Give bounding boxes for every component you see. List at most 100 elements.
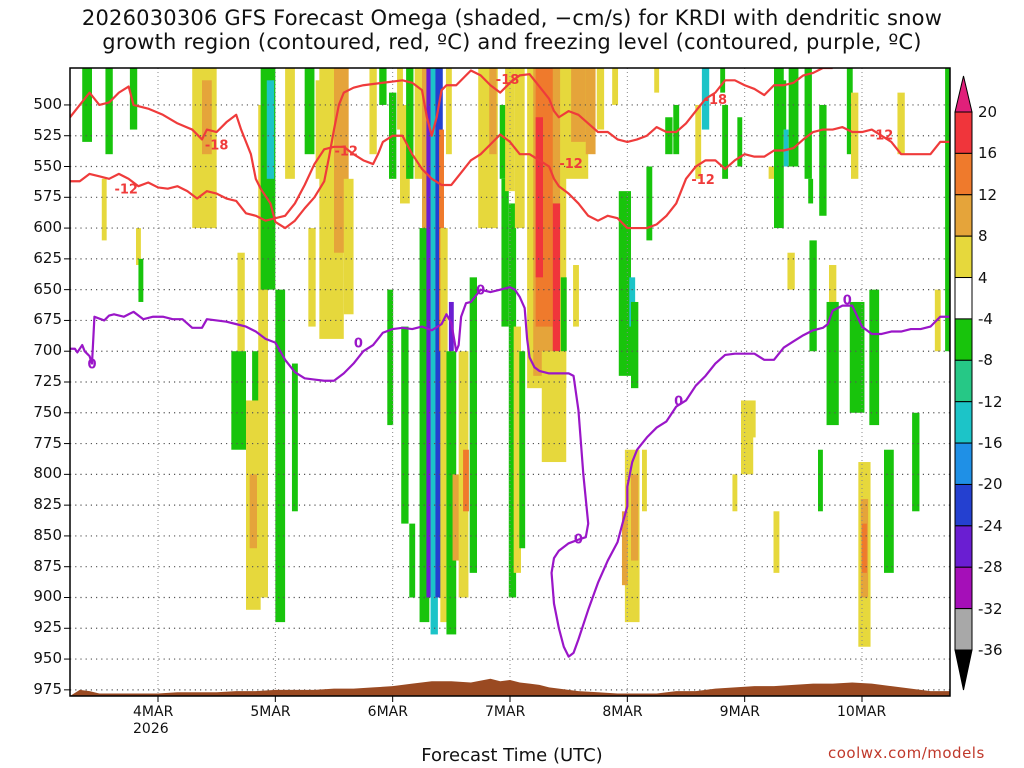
terrain-area bbox=[70, 678, 950, 696]
x-tick-label: 8MAR bbox=[602, 704, 643, 720]
omega-area-17 bbox=[285, 68, 295, 179]
chart-title-line-1: 2026030306 GFS Forecast Omega (shaded, −… bbox=[81, 6, 943, 30]
omega-area-69 bbox=[585, 68, 596, 155]
colorbar-bin bbox=[954, 235, 973, 279]
x-tick-sublabel: 2026 bbox=[133, 721, 169, 737]
omega-area-58 bbox=[519, 351, 526, 549]
omega-area-10 bbox=[252, 351, 260, 426]
colorbar-label: -16 bbox=[978, 434, 1003, 453]
omega-area-92 bbox=[774, 68, 784, 229]
omega-area-30 bbox=[387, 289, 394, 426]
omega-area-83 bbox=[695, 104, 702, 179]
omega-area-56 bbox=[513, 326, 521, 573]
omega-area-78 bbox=[646, 166, 653, 241]
y-tick-label: 725 bbox=[33, 372, 62, 390]
freezing-level-label: 0 bbox=[87, 358, 96, 373]
omega-area-38 bbox=[426, 68, 433, 598]
omega-area-79 bbox=[642, 449, 647, 512]
omega-area-34 bbox=[409, 523, 416, 598]
y-tick-label: 550 bbox=[33, 156, 62, 175]
dgz-contour-0 bbox=[70, 68, 833, 230]
dgz-contour-label: -12 bbox=[114, 183, 138, 198]
dgz-contour-label: -12 bbox=[559, 157, 583, 172]
colorbar-label: 20 bbox=[978, 103, 998, 121]
colorbar-label: -36 bbox=[978, 641, 1003, 659]
omega-area-104 bbox=[818, 449, 823, 512]
x-tick-label: 9MAR bbox=[719, 704, 760, 720]
colorbar-bin bbox=[954, 194, 973, 237]
colorbar-bin bbox=[954, 277, 973, 320]
omega-area-91 bbox=[768, 166, 775, 179]
colorbar-top-arrow bbox=[954, 75, 973, 113]
dgz-contour-label: -18 bbox=[496, 73, 520, 88]
colorbar-bin bbox=[954, 401, 973, 444]
omega-area-19 bbox=[304, 68, 315, 155]
omega-area-54 bbox=[505, 68, 515, 192]
omega-area-96 bbox=[787, 252, 795, 290]
y-tick-label: 650 bbox=[33, 279, 62, 298]
omega-area-46 bbox=[452, 474, 460, 561]
omega-area-18 bbox=[291, 363, 298, 512]
omega-area-7 bbox=[202, 80, 212, 155]
omega-area-86 bbox=[722, 104, 729, 179]
x-tick-label: 7MAR bbox=[485, 704, 526, 720]
omega-area-97 bbox=[773, 511, 780, 573]
omega-area-98 bbox=[804, 68, 812, 179]
y-tick-label: 600 bbox=[33, 218, 62, 237]
colorbar-bottom-arrow bbox=[954, 649, 973, 691]
dgz-contour-label: -18 bbox=[205, 138, 229, 153]
omega-area-27 bbox=[379, 68, 387, 105]
omega-area-87 bbox=[737, 117, 743, 167]
omega-area-85 bbox=[720, 68, 726, 93]
omega-area-101 bbox=[819, 104, 827, 216]
dgz-contour-label: -18 bbox=[704, 93, 728, 108]
colorbar-label: -4 bbox=[978, 309, 993, 328]
colorbar-bin bbox=[954, 483, 973, 527]
omega-area-67 bbox=[571, 68, 586, 142]
x-axis-title: Forecast Time (UTC) bbox=[421, 745, 603, 766]
y-tick-label: 625 bbox=[33, 248, 62, 267]
omega-area-29 bbox=[397, 68, 403, 130]
colorbar-bin bbox=[954, 111, 973, 154]
omega-area-20 bbox=[308, 228, 316, 327]
omega-area-89 bbox=[748, 400, 756, 438]
colorbar-bin bbox=[954, 525, 973, 568]
omega-area-70 bbox=[596, 68, 605, 130]
freezing-level-label: 0 bbox=[843, 293, 852, 308]
colorbar-label: 12 bbox=[978, 185, 998, 204]
omega-area-51 bbox=[489, 68, 497, 155]
omega-area-64 bbox=[541, 351, 567, 463]
omega-area-49 bbox=[469, 277, 477, 573]
x-tick-label: 6MAR bbox=[367, 704, 408, 720]
y-tick-label: 500 bbox=[33, 94, 62, 113]
omega-area-112 bbox=[884, 449, 894, 573]
credit-link[interactable]: coolwx.com/models bbox=[828, 744, 985, 762]
omega-area-71 bbox=[612, 68, 619, 105]
colorbar-label: 16 bbox=[978, 144, 998, 163]
omega-area-42 bbox=[440, 228, 448, 623]
omega-area-114 bbox=[912, 412, 920, 512]
omega-area-94 bbox=[783, 129, 789, 167]
omega-area-0 bbox=[82, 68, 92, 142]
colorbar-label: -24 bbox=[978, 516, 1003, 535]
omega-area-107 bbox=[849, 301, 865, 413]
colorbar-label: -8 bbox=[978, 351, 993, 370]
colorbar-bin bbox=[954, 566, 973, 610]
omega-area-102 bbox=[829, 265, 837, 302]
y-tick-label: 525 bbox=[33, 125, 62, 144]
omega-area-80 bbox=[654, 68, 660, 93]
omega-area-68 bbox=[573, 265, 579, 327]
omega-area-53 bbox=[501, 178, 509, 327]
dgz-contour-3 bbox=[70, 126, 950, 230]
omega-area-103 bbox=[826, 301, 839, 426]
omega-area-3 bbox=[101, 178, 107, 241]
colorbar-bin bbox=[954, 608, 973, 651]
omega-area-63 bbox=[552, 203, 561, 352]
freezing-level-contour bbox=[70, 286, 950, 658]
omega-area-111 bbox=[869, 289, 880, 426]
colorbar-label: 8 bbox=[978, 227, 988, 246]
omega-area-77 bbox=[621, 511, 628, 586]
colorbar-label: -28 bbox=[978, 558, 1003, 577]
dgz-contour-label: -12 bbox=[334, 145, 358, 160]
